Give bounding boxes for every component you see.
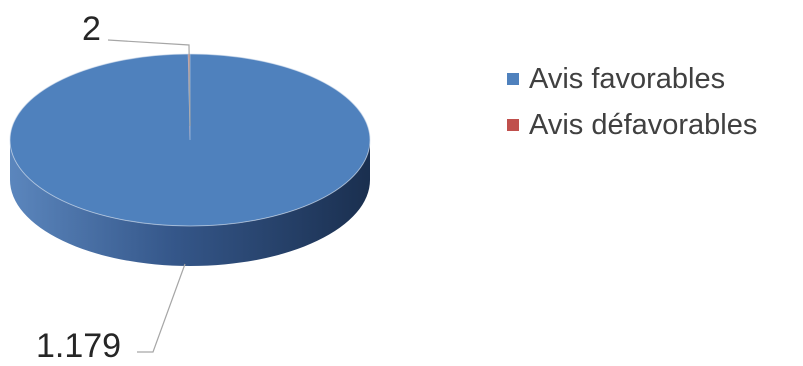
- legend-swatch-favorables: [507, 73, 519, 85]
- data-label-defavorables: 2: [82, 10, 101, 48]
- pie-top-edge: [9, 53, 371, 227]
- data-label-favorables: 1.179: [36, 327, 121, 361]
- leader-line-favorables: [137, 263, 186, 353]
- legend-swatch-defavorables: [507, 119, 519, 131]
- chart-legend: Avis favorables Avis défavorables: [507, 62, 757, 142]
- legend-label-favorables: Avis favorables: [529, 62, 726, 95]
- legend-item-defavorables: Avis défavorables: [507, 108, 757, 142]
- legend-label-defavorables: Avis défavorables: [529, 108, 758, 141]
- legend-item-favorables: Avis favorables: [507, 62, 757, 96]
- pie-side-wall: [10, 140, 370, 266]
- leader-line-defavorables: [107, 39, 191, 127]
